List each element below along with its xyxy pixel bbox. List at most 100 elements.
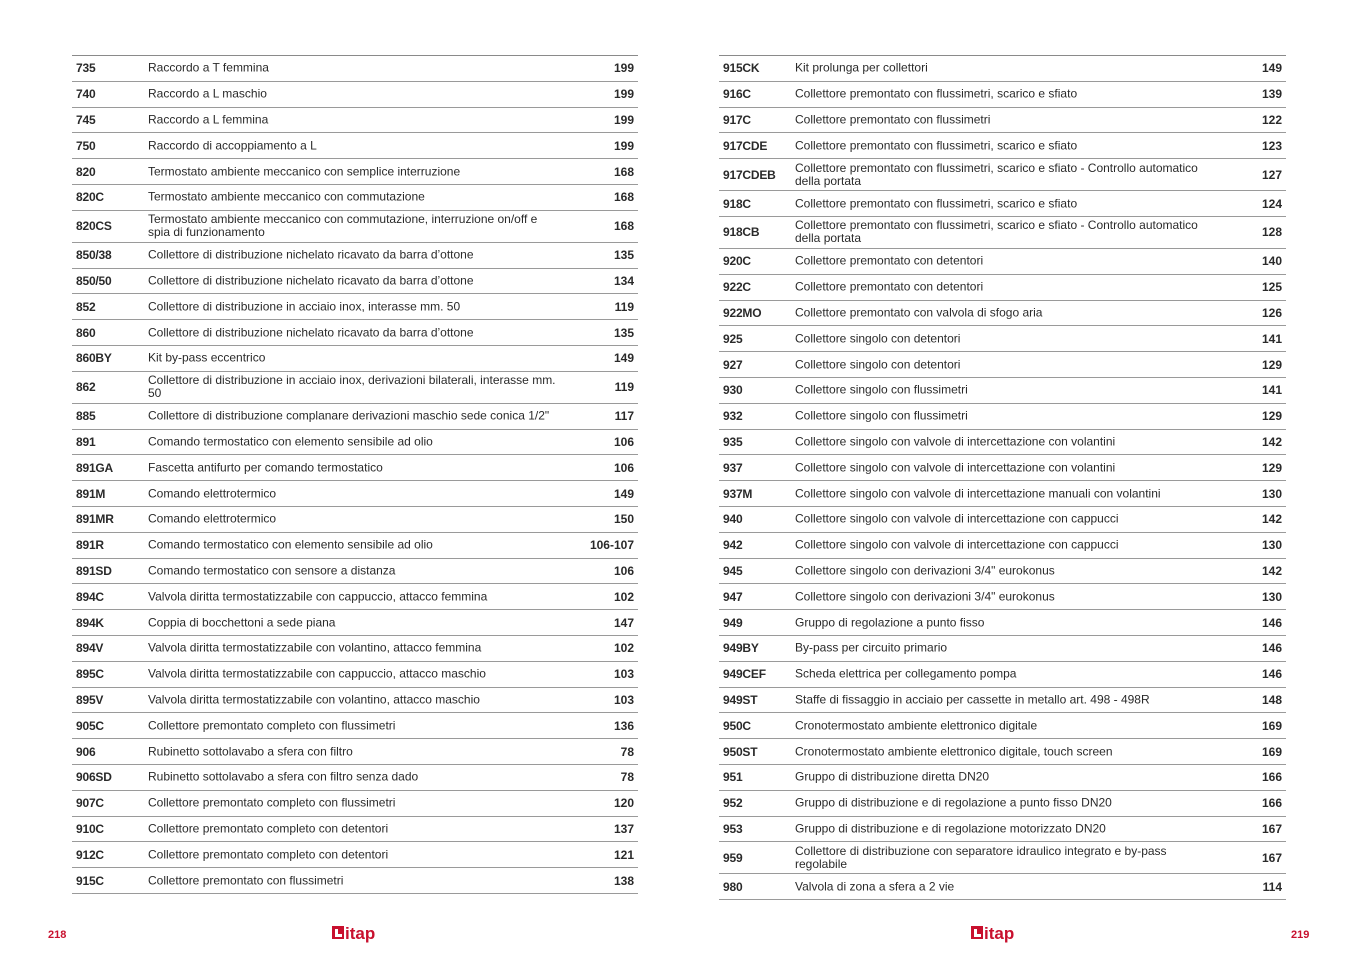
article-code: 917CDE bbox=[723, 138, 768, 153]
article-code: 949 bbox=[723, 615, 743, 630]
page-reference: 124 bbox=[1261, 196, 1282, 211]
article-code: 895V bbox=[76, 692, 104, 707]
table-row: 735 Raccordo a T femmina 199 bbox=[72, 56, 638, 82]
article-code: 949BY bbox=[723, 641, 759, 656]
page-reference: 135 bbox=[613, 248, 634, 263]
page-reference: 78 bbox=[620, 770, 634, 785]
page-reference: 126 bbox=[1261, 305, 1282, 320]
article-code: 917CDEB bbox=[723, 167, 776, 182]
article-description: Fascetta antifurto per comando termostat… bbox=[148, 460, 383, 475]
table-row: 980 Valvola di zona a sfera a 2 vie 114 bbox=[719, 874, 1286, 901]
page-reference: 141 bbox=[1261, 383, 1282, 398]
svg-text:itap: itap bbox=[345, 924, 375, 943]
article-description: Collettore di distribuzione in acciaio i… bbox=[148, 373, 556, 401]
page-reference: 106 bbox=[613, 563, 634, 578]
article-description: Comando termostatico con sensore a dista… bbox=[148, 563, 396, 578]
article-code: 891MR bbox=[76, 512, 114, 527]
table-row: 935 Collettore singolo con valvole di int… bbox=[719, 430, 1286, 456]
table-row: 949BY By-pass per circuito primario 146 bbox=[719, 636, 1286, 662]
article-code: 852 bbox=[76, 299, 96, 314]
page-reference: 135 bbox=[613, 325, 634, 340]
article-description: Rubinetto sottolavabo a sfera con filtro… bbox=[148, 769, 419, 784]
page-reference: 130 bbox=[1261, 589, 1282, 604]
table-row: 937M Collettore singolo con valvole di in… bbox=[719, 481, 1286, 507]
article-description: Collettore di distribuzione nichelato ri… bbox=[148, 247, 474, 262]
page-reference: 168 bbox=[613, 164, 634, 179]
article-description: Collettore singolo con valvole di interc… bbox=[795, 434, 1116, 449]
page-reference: 103 bbox=[613, 667, 634, 682]
article-description: Kit by-pass eccentrico bbox=[148, 350, 266, 365]
table-row: 820 Termostato ambiente meccanico con sem… bbox=[72, 159, 638, 185]
article-description: Collettore singolo con flussimetri bbox=[795, 408, 968, 423]
article-code: 918CB bbox=[723, 225, 760, 240]
table-row: 927 Collettore singolo con detentori 129 bbox=[719, 352, 1286, 378]
page-reference: 146 bbox=[1261, 641, 1282, 656]
article-description: Comando termostatico con elemento sensib… bbox=[148, 434, 433, 449]
article-code: 950ST bbox=[723, 744, 758, 759]
table-row: 950C Cronotermostato ambiente elettronico… bbox=[719, 713, 1286, 740]
article-code: 952 bbox=[723, 796, 743, 811]
page-reference: 130 bbox=[1261, 538, 1282, 553]
table-row: 937 Collettore singolo con valvole di int… bbox=[719, 455, 1286, 482]
table-row: 894C Valvola diritta termostatizzabile co… bbox=[72, 584, 638, 611]
table-row: 862 Collettore di distribuzione in acciai… bbox=[72, 372, 638, 404]
article-description: Collettore di distribuzione nichelato ri… bbox=[148, 325, 474, 340]
page-reference: 149 bbox=[613, 351, 634, 366]
article-code: 959 bbox=[723, 850, 743, 865]
table-row: 942 Collettore singolo con valvole di int… bbox=[719, 533, 1286, 559]
article-code: 906SD bbox=[76, 770, 112, 785]
page-reference: 148 bbox=[1261, 692, 1282, 707]
article-description: Collettore singolo con flussimetri bbox=[795, 382, 968, 397]
article-code: 935 bbox=[723, 434, 743, 449]
page-reference: 134 bbox=[613, 273, 634, 288]
page-reference: 142 bbox=[1261, 563, 1282, 578]
svg-text:itap: itap bbox=[984, 924, 1014, 943]
article-code: 850/38 bbox=[76, 248, 112, 263]
article-code: 918C bbox=[723, 196, 751, 211]
page-reference: 128 bbox=[1261, 225, 1282, 240]
article-code: 891GA bbox=[76, 460, 114, 475]
itap-logo-left: itap bbox=[332, 924, 375, 943]
article-description: Collettore singolo con detentori bbox=[795, 331, 961, 346]
article-code: 820CS bbox=[76, 219, 112, 234]
article-description: Staffe di fissaggio in acciaio per casse… bbox=[795, 692, 1150, 707]
article-code: 820C bbox=[76, 190, 104, 205]
article-code: 945 bbox=[723, 563, 743, 578]
table-row: 745 Raccordo a L femmina 199 bbox=[72, 108, 638, 134]
article-description: Collettore singolo con derivazioni 3/4" … bbox=[795, 563, 1055, 578]
itap-logo-right: itap bbox=[971, 924, 1014, 943]
article-description: Collettore premontato con flussimetri, s… bbox=[795, 218, 1198, 246]
article-code: 862 bbox=[76, 380, 96, 395]
table-row: 952 Gruppo di distribuzione e di regolazi… bbox=[719, 791, 1286, 817]
table-row: 895V Valvola diritta termostatizzabile co… bbox=[72, 688, 638, 714]
article-description: Comando termostatico con elemento sensib… bbox=[148, 537, 433, 552]
table-row: 895C Valvola diritta termostatizzabile co… bbox=[72, 662, 638, 688]
article-code: 915C bbox=[76, 873, 104, 888]
article-code: 922MO bbox=[723, 305, 762, 320]
article-code: 850/50 bbox=[76, 273, 112, 288]
page-reference: 120 bbox=[613, 796, 634, 811]
page-reference: 138 bbox=[613, 873, 634, 888]
article-description: Collettore singolo con valvole di interc… bbox=[795, 537, 1119, 552]
article-description: Raccordo a T femmina bbox=[148, 60, 269, 75]
article-code: 925 bbox=[723, 331, 743, 346]
article-code: 860 bbox=[76, 325, 96, 340]
table-row: 894V Valvola diritta termostatizzabile co… bbox=[72, 636, 638, 662]
page-reference: 129 bbox=[1261, 409, 1282, 424]
table-row: 922C Collettore premontato con detentori 1… bbox=[719, 275, 1286, 301]
table-row: 891M Comando elettrotermico 149 bbox=[72, 481, 638, 507]
article-code: 860BY bbox=[76, 351, 112, 366]
article-description: Collettore premontato completo con deten… bbox=[148, 847, 389, 862]
table-row: 910C Collettore premontato completo con d… bbox=[72, 817, 638, 843]
article-description: Cronotermostato ambiente elettronico dig… bbox=[795, 744, 1113, 759]
article-description: Collettore premontato completo con fluss… bbox=[148, 795, 396, 810]
article-description: Raccordo a L femmina bbox=[148, 112, 269, 127]
article-description: Collettore premontato completo con fluss… bbox=[148, 718, 396, 733]
page-reference: 199 bbox=[613, 87, 634, 102]
page-reference: 122 bbox=[1261, 112, 1282, 127]
article-description: Rubinetto sottolavabo a sfera con filtro bbox=[148, 744, 353, 759]
article-code: 937M bbox=[723, 486, 753, 501]
page-reference: 169 bbox=[1261, 718, 1282, 733]
page-reference: 129 bbox=[1261, 357, 1282, 372]
table-row: 891 Comando termostatico con elemento sen… bbox=[72, 430, 638, 456]
